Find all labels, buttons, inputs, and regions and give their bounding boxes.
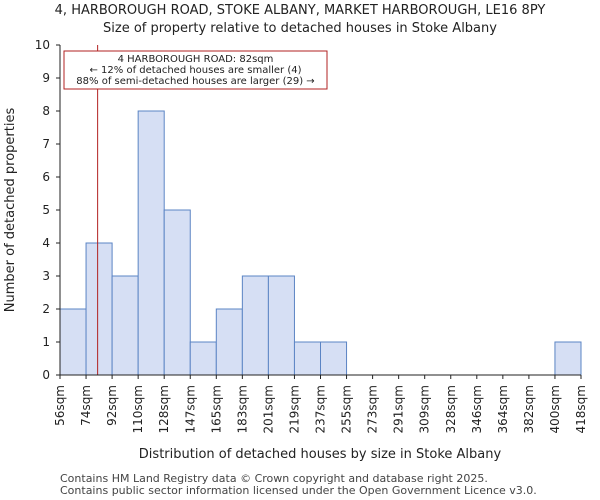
x-tick-label: 400sqm — [548, 385, 562, 433]
x-tick-label: 92sqm — [105, 385, 119, 426]
annotation-box — [63, 50, 328, 90]
y-tick-label: 10 — [35, 38, 50, 52]
bar-400sqm — [554, 341, 582, 376]
y-tick-label: 6 — [42, 170, 50, 184]
y-tick-label: 2 — [42, 302, 50, 316]
bar-183sqm — [241, 275, 269, 376]
y-tick-label: 8 — [42, 104, 50, 118]
footer-copyright: Contains HM Land Registry data © Crown c… — [60, 472, 488, 485]
x-tick-label: 147sqm — [183, 385, 197, 433]
x-tick-label: 328sqm — [444, 385, 458, 433]
x-tick-label: 273sqm — [366, 385, 380, 433]
x-tick-label: 56sqm — [53, 385, 67, 426]
x-tick-label: 255sqm — [340, 385, 354, 433]
property-marker-group: 4 HARBOROUGH ROAD: 82sqm← 12% of detache… — [63, 45, 328, 375]
x-tick-label: 382sqm — [522, 385, 536, 433]
x-tick-label: 364sqm — [496, 385, 510, 433]
bar-56sqm — [59, 308, 87, 376]
x-tick-label: 74sqm — [79, 385, 93, 426]
bar-237sqm — [320, 341, 348, 376]
y-tick-label: 7 — [42, 137, 50, 151]
chart-subtitle: Size of property relative to detached ho… — [103, 21, 497, 36]
bar-147sqm — [189, 341, 217, 376]
histogram-chart: 4 HARBOROUGH ROAD: 82sqm← 12% of detache… — [3, 38, 588, 462]
x-tick-label: 309sqm — [418, 385, 432, 433]
bar-92sqm — [111, 275, 139, 376]
annotation-line-1: 4 HARBOROUGH ROAD: 82sqm — [118, 54, 274, 65]
x-tick-label: 110sqm — [131, 385, 145, 433]
annotation-line-2: ← 12% of detached houses are smaller (4) — [90, 65, 302, 76]
x-tick-label: 183sqm — [235, 385, 249, 433]
y-tick-label: 1 — [42, 335, 50, 349]
x-tick-label: 165sqm — [209, 385, 223, 433]
bar-74sqm — [85, 242, 113, 376]
bar-165sqm — [215, 308, 243, 376]
x-axis-label: Distribution of detached houses by size … — [139, 447, 502, 462]
footer-licence: Contains public sector information licen… — [60, 484, 537, 497]
x-tick-label: 128sqm — [157, 385, 171, 433]
bar-110sqm — [137, 110, 165, 376]
y-tick-label: 0 — [42, 368, 50, 382]
x-tick-label: 237sqm — [314, 385, 328, 433]
y-tick-label: 5 — [42, 203, 50, 217]
x-tick-label: 418sqm — [574, 385, 588, 433]
y-tick-label: 4 — [42, 236, 50, 250]
y-tick-label: 3 — [42, 269, 50, 283]
bar-128sqm — [163, 209, 191, 376]
x-tick-label: 201sqm — [261, 385, 275, 433]
bars-group — [59, 110, 582, 376]
annotation-line-3: 88% of semi-detached houses are larger (… — [76, 76, 314, 87]
x-tick-label: 219sqm — [287, 385, 301, 433]
x-tick-label: 346sqm — [470, 385, 484, 433]
axes-group: 0 1 2 3 4 5 6 7 8 9 10 56sqm 74sqm 92sqm 110sqm 128sqm 1… — [35, 38, 588, 433]
bar-219sqm — [293, 341, 322, 376]
y-axis-label: Number of detached properties — [3, 108, 18, 313]
x-tick-label: 291sqm — [392, 385, 406, 433]
chart-title: 4, HARBOROUGH ROAD, STOKE ALBANY, MARKET… — [54, 3, 546, 18]
y-tick-label: 9 — [42, 71, 50, 85]
bar-201sqm — [267, 275, 295, 376]
